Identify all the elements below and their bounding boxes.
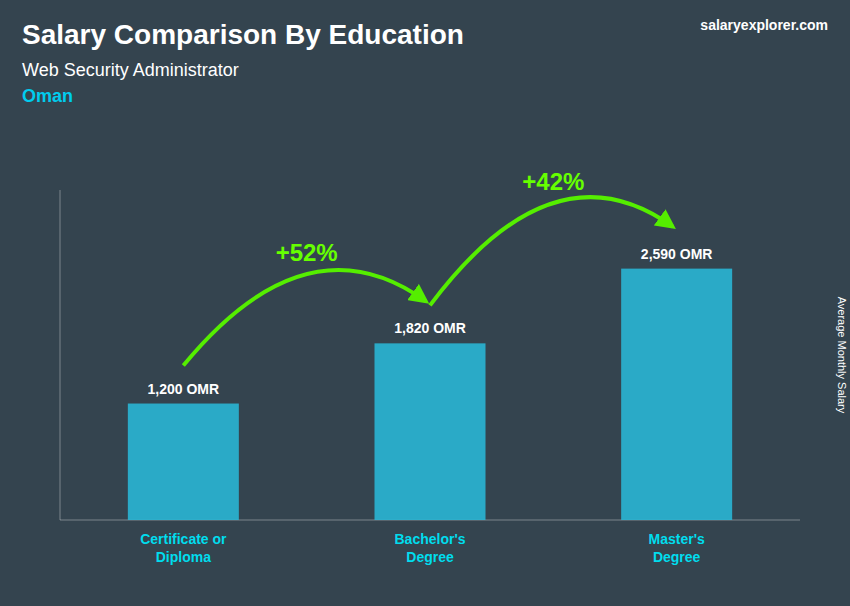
value-label: 2,590 OMR — [641, 246, 713, 262]
bar — [375, 343, 486, 520]
bars — [128, 269, 732, 520]
title: Salary Comparison By Education — [22, 19, 464, 50]
growth-arrow — [183, 270, 426, 365]
country: Oman — [22, 86, 73, 106]
website: salaryexplorer.com — [700, 17, 828, 33]
x-tick-label-line: Diploma — [156, 549, 211, 565]
chart-container: Salary Comparison By Education Web Securi… — [0, 0, 850, 606]
chart-svg: Salary Comparison By Education Web Securi… — [0, 0, 850, 606]
x-tick-label-line: Bachelor's — [394, 531, 465, 547]
x-tick-label: Master's Degree — [649, 531, 705, 565]
bar — [621, 269, 732, 520]
value-label: 1,200 OMR — [148, 381, 220, 397]
growth-label: +52% — [276, 239, 338, 266]
x-tick-label-line: Degree — [653, 549, 701, 565]
background — [0, 0, 850, 606]
value-label: 1,820 OMR — [394, 320, 466, 336]
x-tick-label: Certificate or Diploma — [140, 531, 227, 565]
x-tick-label-line: Certificate or — [140, 531, 227, 547]
y-axis-label: Average Monthly Salary — [836, 297, 848, 414]
growth-label: +42% — [522, 168, 584, 195]
growth-arrow — [430, 197, 673, 305]
subtitle: Web Security Administrator — [22, 60, 239, 80]
y-axis-line — [60, 190, 61, 520]
x-tick-label: Bachelor's Degree — [394, 531, 465, 565]
x-tick-label-line: Master's — [649, 531, 705, 547]
x-tick-label-line: Degree — [406, 549, 454, 565]
bar — [128, 404, 239, 520]
